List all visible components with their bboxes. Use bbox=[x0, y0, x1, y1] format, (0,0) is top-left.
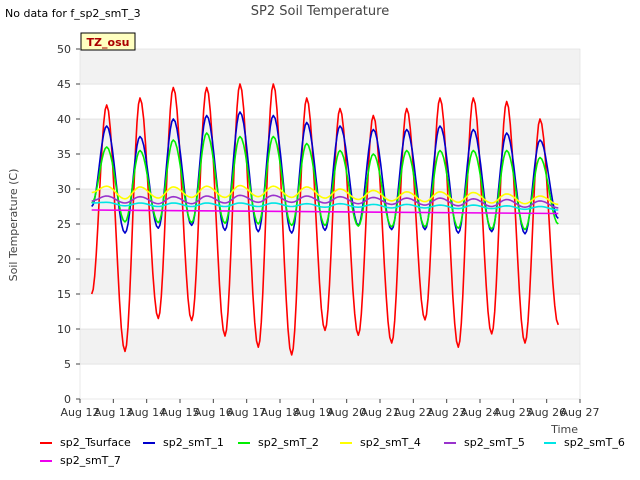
legend-swatch bbox=[444, 442, 456, 444]
legend-label: sp2_smT_1 bbox=[163, 436, 224, 449]
y-tick-label: 0 bbox=[64, 393, 71, 406]
legend-swatch bbox=[143, 442, 155, 444]
legend-label: sp2_Tsurface bbox=[60, 436, 131, 449]
tz-badge: TZ_osu bbox=[80, 32, 136, 51]
series-line-sp2-smT-6 bbox=[91, 201, 559, 211]
x-tick-label: Aug 12 bbox=[61, 406, 100, 419]
x-tick-label: Aug 21 bbox=[361, 406, 400, 419]
legend-label: sp2_smT_6 bbox=[564, 436, 625, 449]
y-axis-label: Soil Temperature (C) bbox=[7, 169, 20, 282]
grid-band bbox=[79, 48, 581, 85]
legend-item-sp2-smT-5: sp2_smT_5 bbox=[444, 436, 525, 450]
legend-item-sp2-Tsurface: sp2_Tsurface bbox=[40, 436, 131, 450]
legend-swatch bbox=[544, 442, 556, 444]
y-tick-label: 50 bbox=[57, 43, 71, 56]
y-tick-label: 45 bbox=[57, 78, 71, 91]
x-tick-label: Aug 15 bbox=[161, 406, 200, 419]
y-tick-label: 30 bbox=[57, 183, 71, 196]
grid-band bbox=[79, 153, 581, 190]
grid-bands bbox=[79, 48, 581, 400]
legend-item-sp2-smT-2: sp2_smT_2 bbox=[238, 436, 319, 450]
y-tick-label: 25 bbox=[57, 218, 71, 231]
x-tick-label: Aug 26 bbox=[527, 406, 566, 419]
x-tick-label: Aug 25 bbox=[494, 406, 533, 419]
x-tick-label: Aug 17 bbox=[227, 406, 266, 419]
y-tick-label: 20 bbox=[57, 253, 71, 266]
x-tick-label: Aug 18 bbox=[261, 406, 300, 419]
x-tick-label: Aug 16 bbox=[194, 406, 233, 419]
series-line-sp2-smT-1 bbox=[91, 111, 559, 235]
series-line-sp2-smT-5 bbox=[91, 194, 559, 209]
y-tick-label: 10 bbox=[57, 323, 71, 336]
legend-item-sp2-smT-4: sp2_smT_4 bbox=[340, 436, 421, 450]
y-tick-label: 5 bbox=[64, 358, 71, 371]
series-lines bbox=[90, 83, 560, 356]
legend-swatch bbox=[238, 442, 250, 444]
x-tick-label: Aug 24 bbox=[461, 406, 500, 419]
legend-swatch bbox=[340, 442, 352, 444]
legend-swatch bbox=[40, 442, 52, 444]
x-tick-label: Aug 27 bbox=[561, 406, 600, 419]
no-data-note: No data for f_sp2_smT_3 bbox=[5, 7, 141, 20]
legend-item-sp2-smT-7: sp2_smT_7 bbox=[40, 454, 121, 468]
legend-label: sp2_smT_2 bbox=[258, 436, 319, 449]
legend-swatch bbox=[40, 460, 52, 462]
legend-item-sp2-smT-1: sp2_smT_1 bbox=[143, 436, 224, 450]
y-tick-label: 15 bbox=[57, 288, 71, 301]
y-tick-label: 40 bbox=[57, 113, 71, 126]
series-line-sp2-smT-7 bbox=[91, 209, 559, 215]
grid-band bbox=[79, 328, 581, 365]
series-line-sp2-smT-2 bbox=[91, 132, 559, 231]
x-tick-label: Aug 14 bbox=[127, 406, 166, 419]
x-tick-label: Aug 20 bbox=[327, 406, 366, 419]
legend-label: sp2_smT_7 bbox=[60, 454, 121, 467]
chart-title: SP2 Soil Temperature bbox=[250, 4, 390, 19]
x-tick-label: Aug 23 bbox=[427, 406, 466, 419]
grid-band bbox=[79, 363, 581, 400]
x-tick-label: Aug 19 bbox=[294, 406, 333, 419]
y-tick-label: 35 bbox=[57, 148, 71, 161]
grid-band bbox=[79, 118, 581, 155]
x-axis-label: Time bbox=[550, 423, 578, 436]
legend-label: sp2_smT_4 bbox=[360, 436, 421, 449]
x-tick-label: Aug 13 bbox=[94, 406, 133, 419]
grid-band bbox=[79, 223, 581, 260]
series-line-sp2-smT-4 bbox=[91, 184, 559, 206]
y-axis-ticks: 0 5 10 15 20 25 30 35 40 45 50 bbox=[57, 43, 80, 406]
x-tick-label: Aug 22 bbox=[394, 406, 433, 419]
grid-band bbox=[79, 293, 581, 330]
legend-item-sp2-smT-6: sp2_smT_6 bbox=[544, 436, 625, 450]
legend-label: sp2_smT_5 bbox=[464, 436, 525, 449]
tz-badge-label: TZ_osu bbox=[87, 36, 130, 49]
